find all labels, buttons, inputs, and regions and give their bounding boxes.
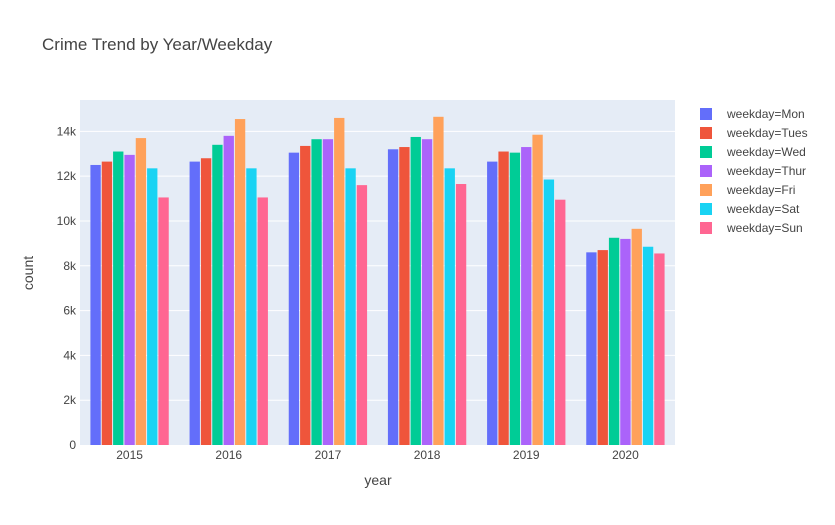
legend-label: weekday=Mon: [726, 107, 805, 121]
x-tick-label: 2015: [116, 448, 143, 462]
y-tick-label: 6k: [63, 304, 77, 318]
bar[interactable]: [543, 179, 555, 445]
legend-label: weekday=Fri: [726, 183, 795, 197]
legend-label: weekday=Wed: [726, 145, 806, 159]
bar[interactable]: [345, 168, 356, 445]
bar[interactable]: [288, 152, 300, 445]
bar[interactable]: [631, 228, 642, 445]
bar[interactable]: [487, 161, 498, 445]
bar[interactable]: [334, 117, 345, 445]
y-tick-label: 10k: [57, 214, 77, 228]
legend-label: weekday=Sat: [726, 202, 800, 216]
bar[interactable]: [234, 119, 246, 445]
y-tick-label: 0: [69, 438, 76, 452]
legend-swatch: [700, 146, 712, 158]
legend-swatch: [700, 222, 712, 234]
bar[interactable]: [387, 149, 399, 446]
bar[interactable]: [399, 147, 410, 445]
plot-background: [80, 100, 675, 445]
bar[interactable]: [597, 250, 608, 445]
bar[interactable]: [356, 185, 368, 445]
bar[interactable]: [189, 161, 200, 445]
grid-lines: [80, 130, 675, 401]
legend-label: weekday=Tues: [726, 126, 808, 140]
legend-label: weekday=Sun: [726, 221, 803, 235]
bar[interactable]: [498, 151, 509, 445]
bar[interactable]: [532, 134, 543, 445]
legend-swatch: [700, 203, 712, 215]
y-tick-label: 12k: [57, 169, 77, 183]
x-tick-label: 2016: [215, 448, 242, 462]
y-tick-label: 2k: [63, 393, 77, 407]
bar[interactable]: [654, 253, 665, 445]
bar[interactable]: [455, 184, 467, 445]
bar[interactable]: [311, 139, 322, 446]
legend-item[interactable]: weekday=Tues: [700, 126, 808, 140]
bar[interactable]: [300, 145, 311, 445]
bar[interactable]: [101, 161, 113, 445]
y-tick-label: 8k: [63, 259, 77, 273]
bar[interactable]: [642, 246, 654, 445]
legend-swatch: [700, 165, 712, 177]
y-axis-label: count: [20, 256, 36, 290]
legend-swatch: [700, 127, 712, 139]
x-axis-ticks: 2015 2016 2017 2018 2019 2020: [116, 448, 639, 462]
bar[interactable]: [410, 136, 421, 445]
bar[interactable]: [158, 197, 169, 445]
y-tick-label: 14k: [57, 124, 77, 138]
bar[interactable]: [147, 168, 158, 445]
bar[interactable]: [608, 237, 620, 445]
x-tick-label: 2017: [315, 448, 342, 462]
legend-swatch: [700, 184, 712, 196]
bar[interactable]: [90, 164, 101, 445]
legend-item[interactable]: weekday=Sun: [700, 221, 803, 235]
bar[interactable]: [212, 144, 223, 446]
y-axis-ticks: 0 2k 4k 6k 8k 10k 12k 14k: [57, 124, 77, 452]
legend-label: weekday=Thur: [726, 164, 806, 178]
legend-item[interactable]: weekday=Wed: [700, 145, 806, 159]
x-axis-label: year: [364, 472, 392, 488]
bars: [90, 116, 665, 446]
bar[interactable]: [555, 199, 566, 445]
legend-swatch: [700, 108, 712, 120]
legend-item[interactable]: weekday=Thur: [700, 164, 806, 178]
bar[interactable]: [421, 139, 433, 446]
bar[interactable]: [257, 197, 268, 445]
x-tick-label: 2019: [513, 448, 540, 462]
bar[interactable]: [620, 238, 631, 445]
legend-item[interactable]: weekday=Fri: [700, 183, 795, 197]
bar[interactable]: [586, 252, 597, 445]
chart-title: Crime Trend by Year/Weekday: [42, 35, 273, 54]
bar[interactable]: [509, 152, 521, 445]
x-tick-label: 2020: [612, 448, 639, 462]
bar[interactable]: [521, 147, 532, 445]
bar[interactable]: [246, 168, 257, 445]
bar[interactable]: [124, 154, 135, 446]
legend[interactable]: weekday=Mon weekday=Tues weekday=Wed weekda…: [700, 107, 808, 235]
legend-item[interactable]: weekday=Sat: [700, 202, 800, 216]
x-tick-label: 2018: [414, 448, 441, 462]
bar[interactable]: [444, 168, 455, 445]
bar[interactable]: [223, 135, 234, 445]
y-tick-label: 4k: [63, 348, 77, 362]
bar[interactable]: [135, 138, 147, 445]
bar[interactable]: [433, 116, 444, 446]
bar[interactable]: [322, 139, 334, 446]
bar[interactable]: [113, 151, 124, 445]
legend-item[interactable]: weekday=Mon: [700, 107, 805, 121]
bar[interactable]: [200, 158, 212, 445]
